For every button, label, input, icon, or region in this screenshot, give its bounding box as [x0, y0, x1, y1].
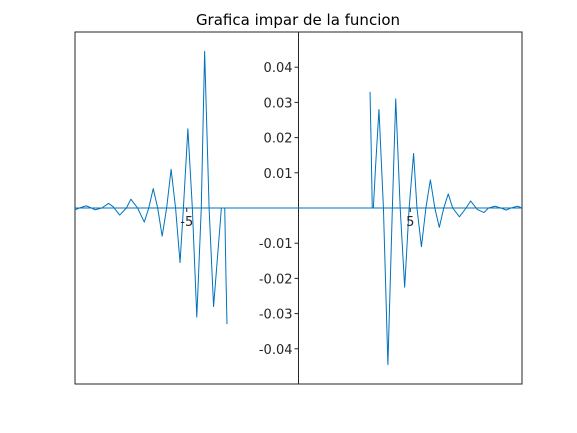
x-tick-label: 5	[406, 215, 414, 230]
y-tick-label: 0.02	[264, 132, 293, 147]
y-tick-label: -0.04	[259, 343, 293, 358]
series-line-negative-x	[74, 50, 228, 325]
series-group	[74, 50, 523, 366]
y-tick-label: 0.04	[264, 61, 293, 76]
y-tick-label: -0.02	[259, 272, 293, 287]
y-tick-label: 0.01	[264, 167, 293, 182]
y-tick-label: -0.03	[259, 308, 293, 323]
ticks-group: 0.04 0.03 0.02 0.01 -0.01 -0.02 -0.03 -0.04 -5 5	[180, 61, 414, 358]
y-tick-label: 0.03	[264, 96, 293, 111]
y-tick-label: -0.01	[259, 237, 293, 252]
series-line-positive-x	[369, 91, 523, 366]
x-tick-label: -5	[180, 215, 193, 230]
chart-title: Grafica impar de la funcion	[196, 11, 400, 29]
